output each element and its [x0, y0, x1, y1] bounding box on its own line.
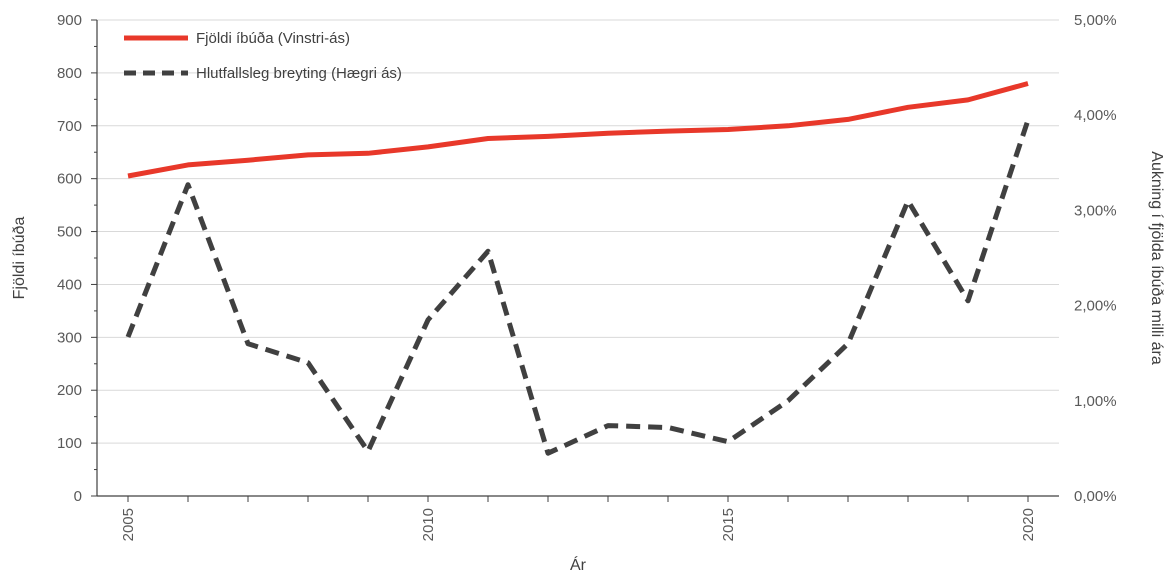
y-tick-label-right: 3,00%: [1074, 202, 1117, 219]
y-tick-label-left: 700: [57, 118, 82, 135]
y-tick-label-left: 0: [74, 488, 82, 505]
y-tick-label-right: 5,00%: [1074, 12, 1117, 29]
x-tick-label: 2010: [420, 508, 437, 541]
y-tick-label-left: 300: [57, 329, 82, 346]
x-tick-label: 2020: [1020, 508, 1037, 541]
axes: [91, 19, 1059, 502]
series-line-2: [125, 119, 1031, 456]
series-lines: [125, 81, 1031, 456]
y-tick-label-right: 1,00%: [1074, 393, 1117, 410]
series-line-1: [127, 81, 1029, 179]
legend-label-series-2: Hlutfallsleg breyting (Hægri ás): [196, 65, 402, 82]
legend-label-series-1: Fjöldi íbúða (Vinstri-ás): [196, 30, 350, 47]
right-axis-ticks: 0,00% 1,00% 2,00% 3,00% 4,00% 5,00%: [1074, 12, 1117, 505]
y-axis-title-right: Aukning í fjölda íbúða milli ára: [1148, 151, 1165, 365]
x-tick-label: 2015: [720, 508, 737, 541]
y-tick-label-right: 4,00%: [1074, 107, 1117, 124]
gridlines: [97, 19, 1059, 444]
y-tick-label-left: 800: [57, 65, 82, 82]
y-tick-label-left: 600: [57, 171, 82, 188]
y-tick-label-left: 900: [57, 12, 82, 29]
y-tick-label-left: 400: [57, 276, 82, 293]
x-axis-title: Ár: [570, 555, 587, 574]
y-tick-label-right: 0,00%: [1074, 488, 1117, 505]
legend: Fjöldi íbúða (Vinstri-ás) Hlutfallsleg b…: [124, 30, 402, 82]
y-tick-label-left: 100: [57, 435, 82, 452]
x-axis-ticks: 2005 2010 2015 2020: [120, 508, 1037, 541]
left-axis-ticks: 0 100 200 300 400 500 600 700 800 900: [57, 12, 82, 505]
y-tick-label-right: 2,00%: [1074, 298, 1117, 315]
x-tick-label: 2005: [120, 508, 137, 541]
y-axis-title-left: Fjöldi íbúða: [11, 217, 28, 300]
y-tick-label-left: 200: [57, 382, 82, 399]
y-tick-label-left: 500: [57, 224, 82, 241]
